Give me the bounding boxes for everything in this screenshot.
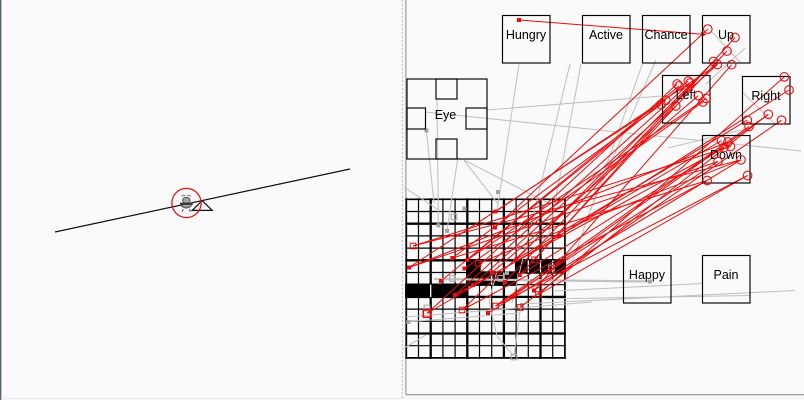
svg-text:Up: Up	[718, 28, 734, 42]
svg-text:Left: Left	[676, 88, 697, 102]
svg-text:Chance: Chance	[644, 28, 687, 42]
svg-text:Active: Active	[589, 28, 623, 42]
svg-text:Happy: Happy	[629, 268, 666, 282]
svg-text:Hungry: Hungry	[506, 28, 547, 42]
svg-text:Down: Down	[710, 148, 742, 162]
svg-text:Pain: Pain	[713, 268, 738, 282]
svg-text:Eye: Eye	[435, 108, 457, 122]
svg-text:Right: Right	[751, 89, 781, 103]
